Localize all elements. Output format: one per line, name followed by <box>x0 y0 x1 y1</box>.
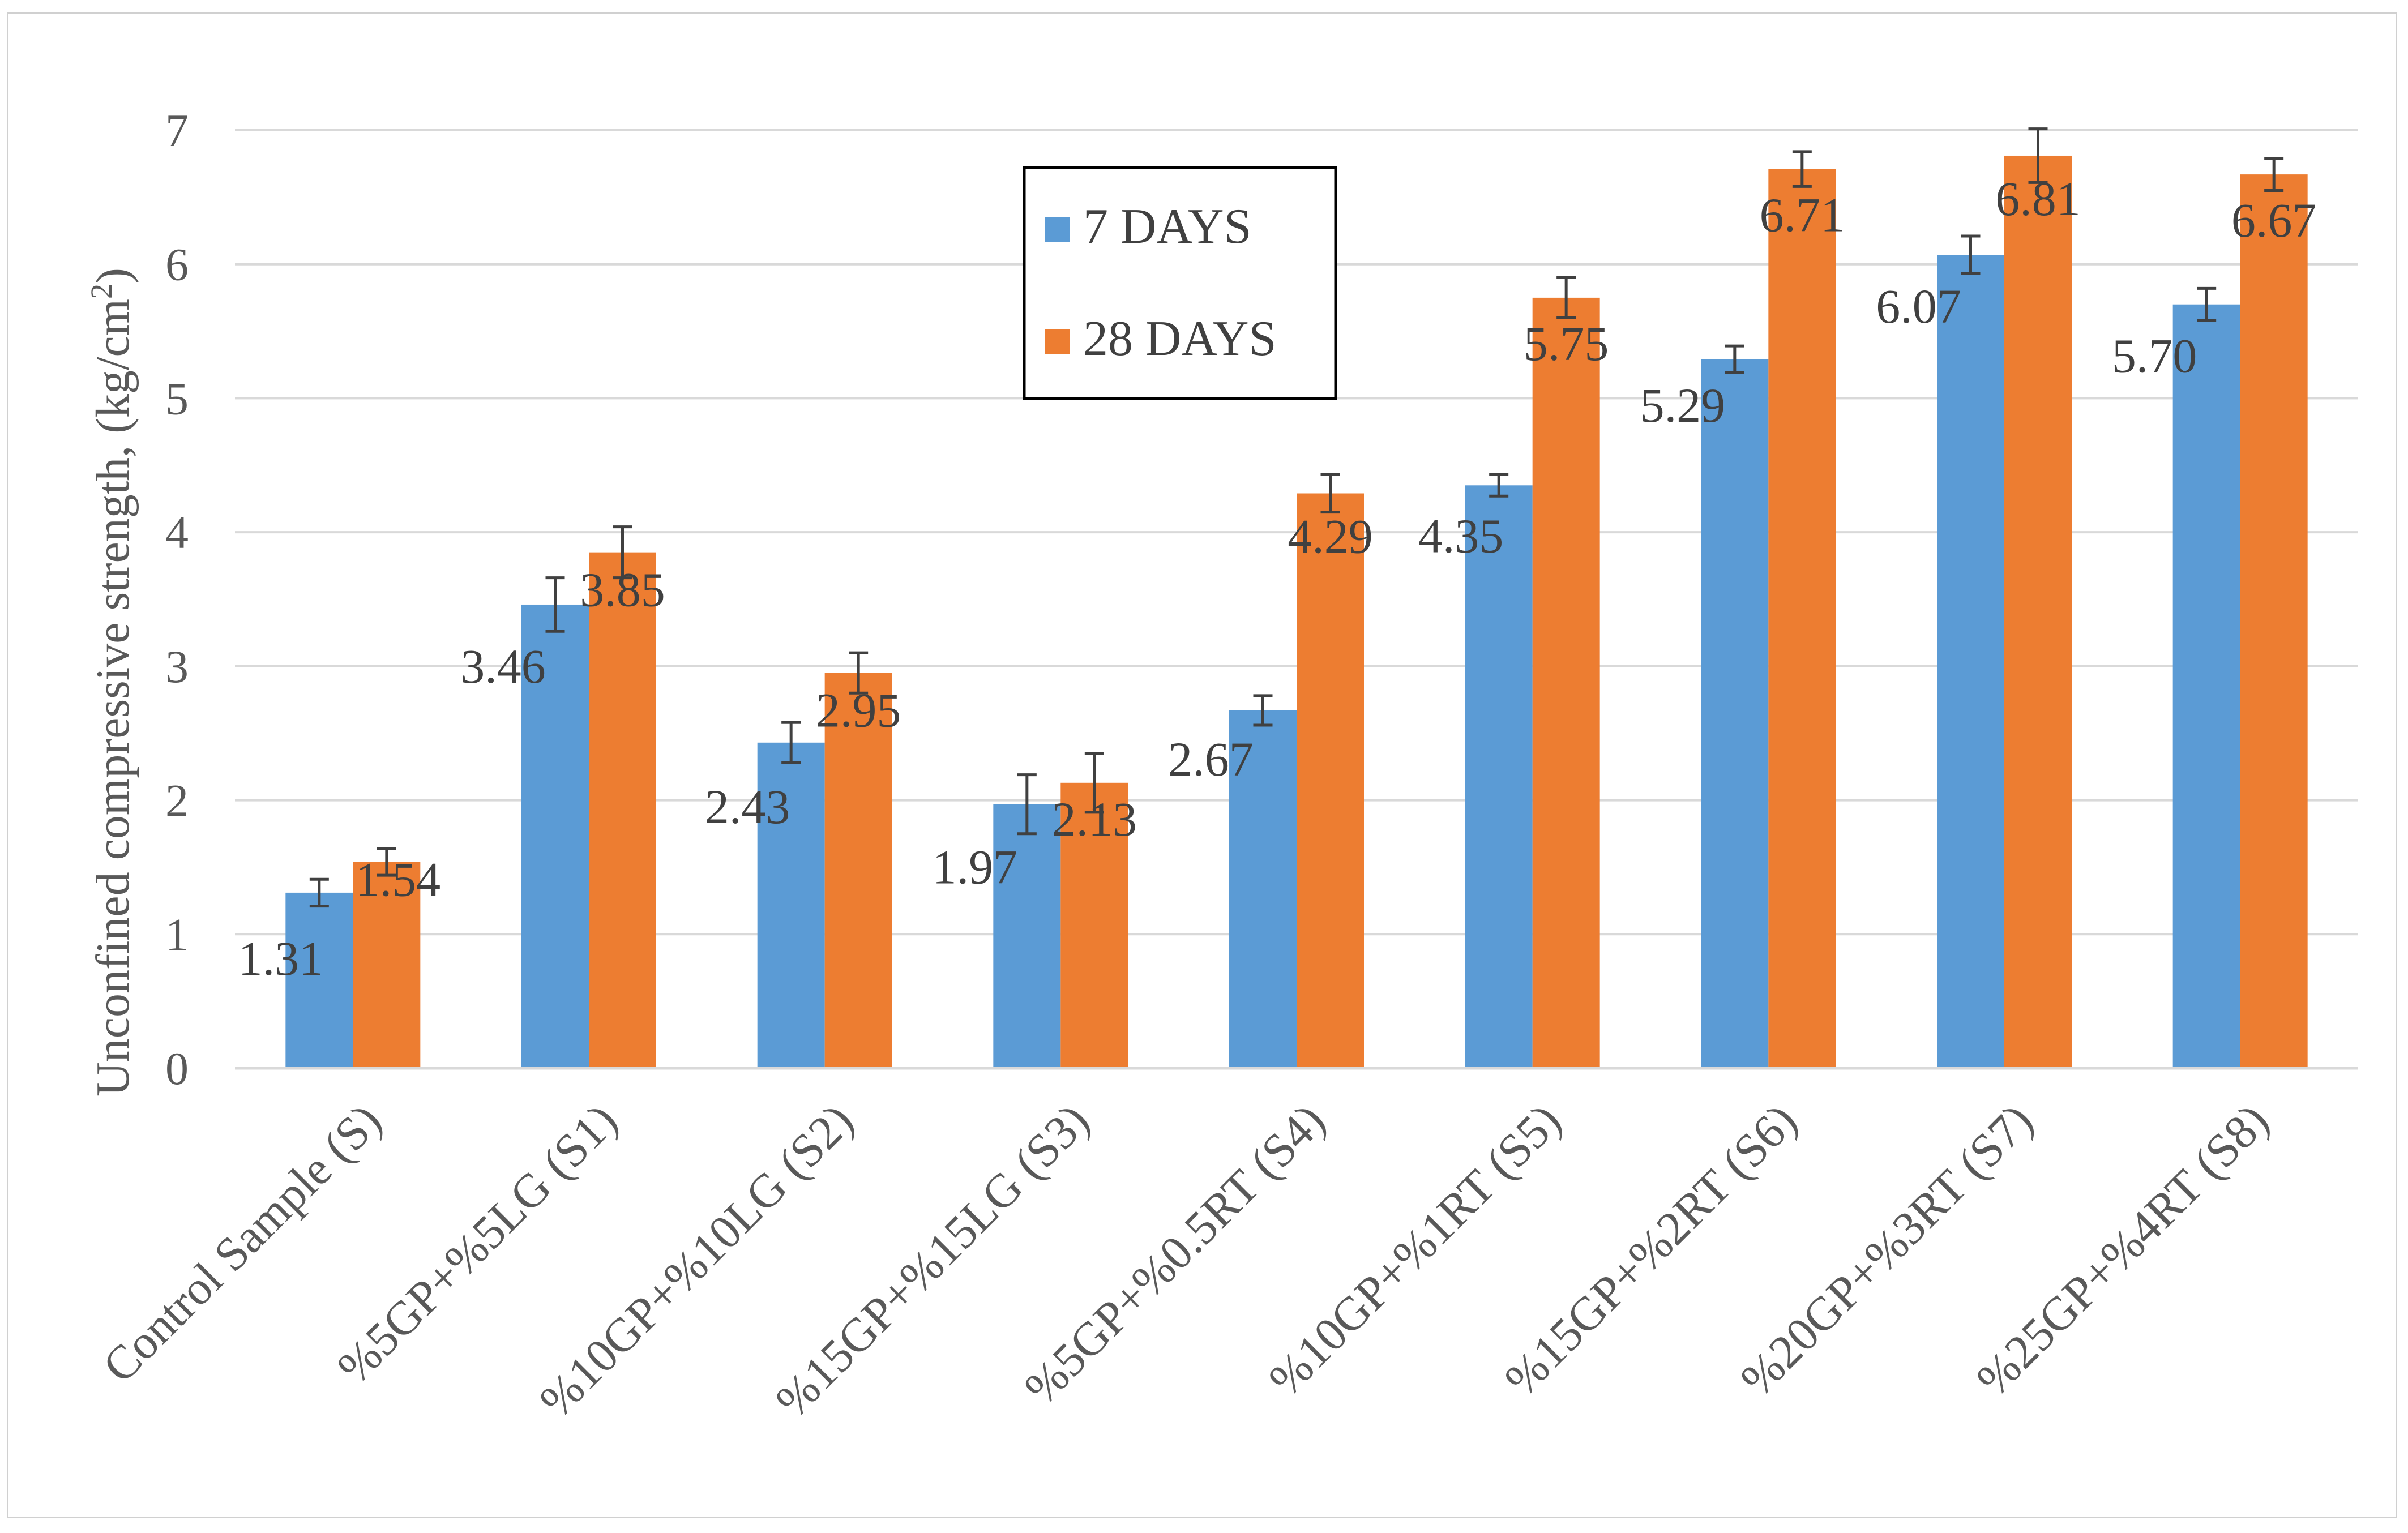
y-axis-title-main: Unconfined compressive strength, (kg/cm <box>87 299 139 1097</box>
data-label-7-days: 5.70 <box>2112 329 2197 383</box>
bar-7-days <box>1937 255 2004 1068</box>
bar-28-days <box>2004 155 2072 1068</box>
bar-7-days <box>285 892 353 1068</box>
bar-28-days <box>353 862 421 1068</box>
data-label-28-days: 6.67 <box>2231 193 2317 247</box>
bar-7-days <box>1229 710 1297 1068</box>
bar-7-days <box>757 742 825 1068</box>
y-tick-label: 6 <box>165 239 189 290</box>
bar-28-days <box>1532 297 1600 1068</box>
data-label-7-days: 1.97 <box>933 840 1018 894</box>
bar-28-days <box>589 552 656 1068</box>
data-label-28-days: 5.75 <box>1524 316 1609 371</box>
data-label-7-days: 3.46 <box>460 639 546 693</box>
data-label-28-days: 3.85 <box>580 563 665 617</box>
error-bars <box>309 127 2284 908</box>
y-tick-label: 7 <box>165 105 189 156</box>
data-label-28-days: 6.71 <box>1760 188 1845 242</box>
bar-28-days <box>2240 174 2308 1068</box>
bar-28-days <box>824 673 892 1068</box>
bar-7-days <box>2172 304 2240 1069</box>
y-axis-title-superscript: 2 <box>84 284 118 299</box>
data-label-7-days: 1.31 <box>238 931 324 986</box>
data-label-28-days: 2.95 <box>816 683 901 738</box>
legend-swatch-28-days <box>1045 329 1070 354</box>
data-label-28-days: 6.81 <box>1995 172 2081 226</box>
chart-frame: 0 1 2 3 4 5 6 7 Control Sample (S) %5GP+%5LG (S1)… <box>7 12 2397 1518</box>
y-axis-title-suffix: ) <box>87 268 139 284</box>
legend: 7 DAYS 28 DAYS <box>1023 166 1337 400</box>
legend-box <box>1023 166 1337 400</box>
data-label-7-days: 4.35 <box>1418 508 1504 563</box>
legend-label-28-days: 28 DAYS <box>1083 311 1277 366</box>
data-label-7-days: 5.29 <box>1640 378 1726 433</box>
y-tick-label: 2 <box>165 775 189 827</box>
legend-swatch-7-days <box>1045 217 1070 242</box>
bar-7-days <box>521 604 589 1068</box>
bar-28-days <box>1768 169 1836 1068</box>
y-tick-label: 0 <box>165 1043 189 1094</box>
bar-7-days <box>1465 485 1533 1068</box>
data-label-28-days: 2.13 <box>1052 792 1137 846</box>
bars <box>285 155 2308 1069</box>
bar-28-days <box>1297 493 1364 1068</box>
data-label-7-days: 2.43 <box>705 780 790 834</box>
y-tick-label: 3 <box>165 641 189 692</box>
y-axis-title: Unconfined compressive strength, (kg/cm2… <box>84 268 139 1097</box>
bar-28-days <box>1060 782 1128 1068</box>
data-labels: 1.31 1.54 3.46 3.85 2.43 2.95 1.97 2.13 2.67 4.29… <box>238 172 2317 986</box>
bar-7-days <box>1701 359 1769 1068</box>
y-tick-label: 1 <box>165 909 189 960</box>
data-label-28-days: 1.54 <box>356 852 441 906</box>
data-label-28-days: 4.29 <box>1288 509 1373 563</box>
legend-label-7-days: 7 DAYS <box>1083 199 1252 254</box>
y-tick-label: 4 <box>165 507 189 558</box>
data-label-7-days: 6.07 <box>1876 279 1961 333</box>
bar-7-days <box>993 804 1061 1068</box>
y-tick-label: 5 <box>165 372 189 424</box>
data-label-7-days: 2.67 <box>1168 732 1254 786</box>
